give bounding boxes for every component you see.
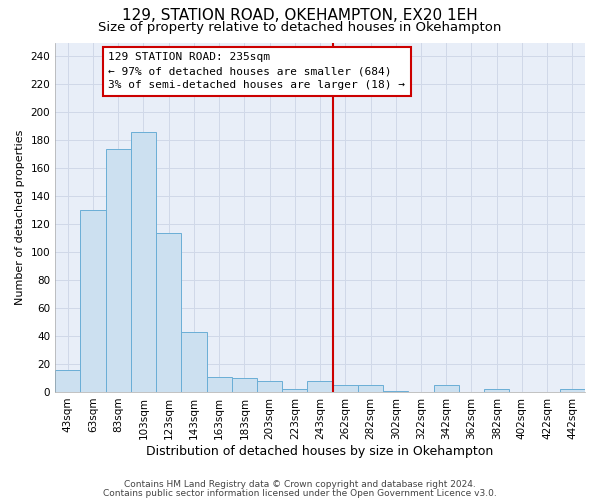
Bar bbox=[332, 385, 358, 392]
Bar bbox=[156, 232, 181, 392]
Bar bbox=[282, 389, 307, 392]
Bar bbox=[434, 385, 459, 392]
Text: 129 STATION ROAD: 235sqm
← 97% of detached houses are smaller (684)
3% of semi-d: 129 STATION ROAD: 235sqm ← 97% of detach… bbox=[108, 52, 405, 90]
Bar bbox=[181, 332, 206, 392]
Bar bbox=[307, 381, 332, 392]
Bar bbox=[358, 385, 383, 392]
Text: Contains HM Land Registry data © Crown copyright and database right 2024.: Contains HM Land Registry data © Crown c… bbox=[124, 480, 476, 489]
Text: 129, STATION ROAD, OKEHAMPTON, EX20 1EH: 129, STATION ROAD, OKEHAMPTON, EX20 1EH bbox=[122, 8, 478, 22]
Bar bbox=[80, 210, 106, 392]
Bar bbox=[232, 378, 257, 392]
Bar bbox=[106, 148, 131, 392]
Bar bbox=[383, 390, 409, 392]
Bar bbox=[55, 370, 80, 392]
Y-axis label: Number of detached properties: Number of detached properties bbox=[15, 130, 25, 305]
Bar bbox=[131, 132, 156, 392]
Bar bbox=[484, 389, 509, 392]
Text: Size of property relative to detached houses in Okehampton: Size of property relative to detached ho… bbox=[98, 21, 502, 34]
Bar bbox=[257, 381, 282, 392]
Text: Contains public sector information licensed under the Open Government Licence v3: Contains public sector information licen… bbox=[103, 488, 497, 498]
X-axis label: Distribution of detached houses by size in Okehampton: Distribution of detached houses by size … bbox=[146, 444, 494, 458]
Bar bbox=[560, 389, 585, 392]
Bar bbox=[206, 376, 232, 392]
